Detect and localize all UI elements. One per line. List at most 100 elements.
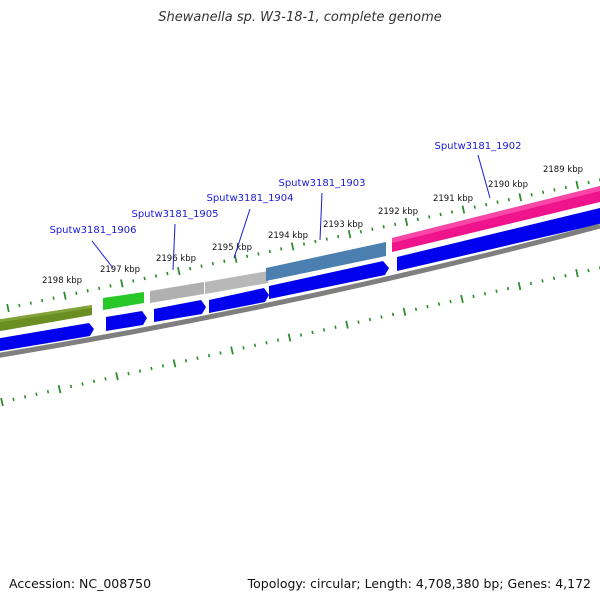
outer-tick-mark bbox=[189, 266, 192, 271]
cds-track bbox=[0, 208, 600, 352]
outer-tick-mark bbox=[553, 188, 556, 192]
inner-tick-mark bbox=[276, 338, 280, 342]
outer-tick-mark bbox=[29, 301, 32, 305]
outer-tick-mark bbox=[41, 298, 44, 303]
inner-tick-mark bbox=[127, 371, 130, 376]
cds-arrow[interactable] bbox=[0, 323, 94, 352]
inner-tick-mark bbox=[92, 379, 96, 384]
inner-tick-mark bbox=[253, 343, 257, 348]
outer-tick-mark bbox=[6, 303, 10, 313]
outer-tick-mark bbox=[132, 279, 135, 283]
outer-tick-mark bbox=[75, 291, 78, 295]
cds-arrow[interactable] bbox=[397, 208, 600, 271]
gene-bar-olive-highlight bbox=[0, 305, 92, 323]
outer-tick-mark bbox=[428, 215, 431, 219]
outer-tick-mark bbox=[280, 247, 283, 251]
kbp-tick-label: 2191 kbp bbox=[433, 194, 473, 204]
inner-tick-mark bbox=[299, 333, 303, 337]
outer-tick-track bbox=[6, 178, 600, 313]
outer-tick-mark bbox=[177, 266, 181, 276]
inner-tick-mark bbox=[460, 294, 464, 304]
gene-label[interactable]: Sputw3181_1906 bbox=[49, 225, 136, 236]
inner-tick-mark bbox=[495, 289, 498, 293]
gene-label-leaders bbox=[91, 154, 491, 271]
outer-tick-mark bbox=[314, 239, 317, 244]
inner-tick-mark bbox=[564, 273, 567, 278]
outer-tick-mark bbox=[473, 205, 476, 209]
inner-tick-mark bbox=[196, 356, 199, 360]
inner-tick-mark bbox=[81, 382, 84, 386]
gene-bar-pink-highlight bbox=[392, 186, 600, 243]
gene-feature-track bbox=[0, 186, 600, 332]
outer-tick-mark bbox=[52, 296, 55, 300]
outer-tick-mark bbox=[63, 291, 67, 300]
inner-tick-mark bbox=[57, 385, 62, 394]
inner-tick-mark bbox=[368, 317, 372, 322]
inner-tick-mark bbox=[345, 320, 349, 329]
outer-tick-mark bbox=[200, 264, 203, 268]
outer-tick-mark bbox=[211, 261, 215, 266]
outer-tick-mark bbox=[120, 279, 124, 288]
inner-tick-mark bbox=[357, 320, 360, 324]
outer-tick-mark bbox=[587, 180, 590, 185]
cds-arrow[interactable] bbox=[154, 300, 206, 322]
outer-tick-mark bbox=[143, 276, 146, 281]
outer-tick-mark bbox=[290, 242, 295, 251]
inner-tick-mark bbox=[0, 397, 4, 407]
inner-tick-mark bbox=[472, 294, 475, 299]
map-title: Shewanella sp. W3-18-1, complete genome bbox=[158, 10, 442, 25]
gene-bar-sputw3181-1905[interactable] bbox=[150, 282, 204, 303]
inner-tick-mark bbox=[219, 351, 222, 355]
inner-tick-mark bbox=[184, 359, 188, 363]
outer-tick-mark bbox=[166, 271, 169, 276]
inner-tick-mark bbox=[541, 279, 544, 283]
outer-tick-mark bbox=[245, 254, 249, 259]
gene-label[interactable]: Sputw3181_1903 bbox=[278, 178, 365, 189]
cds-arrow[interactable] bbox=[269, 261, 389, 299]
kbp-tick-label: 2189 kbp bbox=[543, 165, 583, 175]
inner-tick-mark bbox=[322, 328, 326, 332]
gene-bar-sputw3181-1906[interactable] bbox=[103, 292, 144, 310]
outer-tick-mark bbox=[302, 242, 306, 246]
outer-tick-mark bbox=[507, 197, 511, 202]
outer-tick-mark bbox=[496, 200, 499, 204]
inner-tick-mark bbox=[449, 299, 452, 304]
inner-tick-mark bbox=[529, 281, 533, 286]
inner-tick-mark bbox=[207, 353, 211, 358]
inner-tick-mark bbox=[104, 377, 107, 381]
gene-bar-sputw3181-1903[interactable] bbox=[266, 242, 386, 281]
kbp-tick-label: 2193 kbp bbox=[323, 220, 363, 230]
inner-tick-mark bbox=[517, 281, 522, 291]
gene-bar-sputw3181-1904[interactable] bbox=[205, 271, 268, 294]
kbp-tick-label: 2192 kbp bbox=[378, 207, 418, 217]
inner-tick-mark bbox=[380, 315, 383, 319]
outer-tick-mark bbox=[393, 222, 397, 227]
outer-tick-mark bbox=[404, 217, 409, 226]
gene-label[interactable]: Sputw3181_1902 bbox=[434, 141, 521, 152]
outer-tick-mark bbox=[18, 303, 21, 308]
kbp-tick-label: 2198 kbp bbox=[42, 276, 82, 286]
outer-tick-mark bbox=[371, 227, 374, 231]
inner-tick-mark bbox=[69, 384, 73, 389]
inner-tick-mark bbox=[311, 330, 314, 335]
outer-tick-mark bbox=[416, 217, 419, 222]
gene-label[interactable]: Sputw3181_1904 bbox=[206, 193, 293, 204]
kbp-tick-label: 2190 kbp bbox=[488, 180, 528, 190]
kbp-tick-labels: 2198 kbp 2197 kbp 2196 kbp 2195 kbp 2194 kbp… bbox=[42, 165, 583, 286]
inner-tick-mark bbox=[402, 307, 407, 316]
inner-tick-mark bbox=[414, 307, 418, 311]
outer-tick-mark bbox=[268, 249, 271, 254]
inner-tick-mark bbox=[587, 268, 590, 273]
gene-label[interactable]: Sputw3181_1905 bbox=[131, 209, 218, 220]
cds-arrow[interactable] bbox=[106, 311, 147, 331]
inner-tick-mark bbox=[426, 304, 429, 309]
kbp-tick-label: 2194 kbp bbox=[268, 231, 308, 241]
outer-tick-mark bbox=[337, 234, 340, 239]
cds-arrow[interactable] bbox=[209, 288, 269, 313]
outer-tick-mark bbox=[530, 193, 533, 197]
outer-tick-mark bbox=[257, 252, 260, 256]
genome-summary: Topology: circular; Length: 4,708,380 bp… bbox=[247, 576, 591, 591]
inner-tick-mark bbox=[265, 340, 268, 345]
inner-tick-mark bbox=[506, 286, 510, 291]
outer-tick-mark bbox=[450, 210, 454, 214]
